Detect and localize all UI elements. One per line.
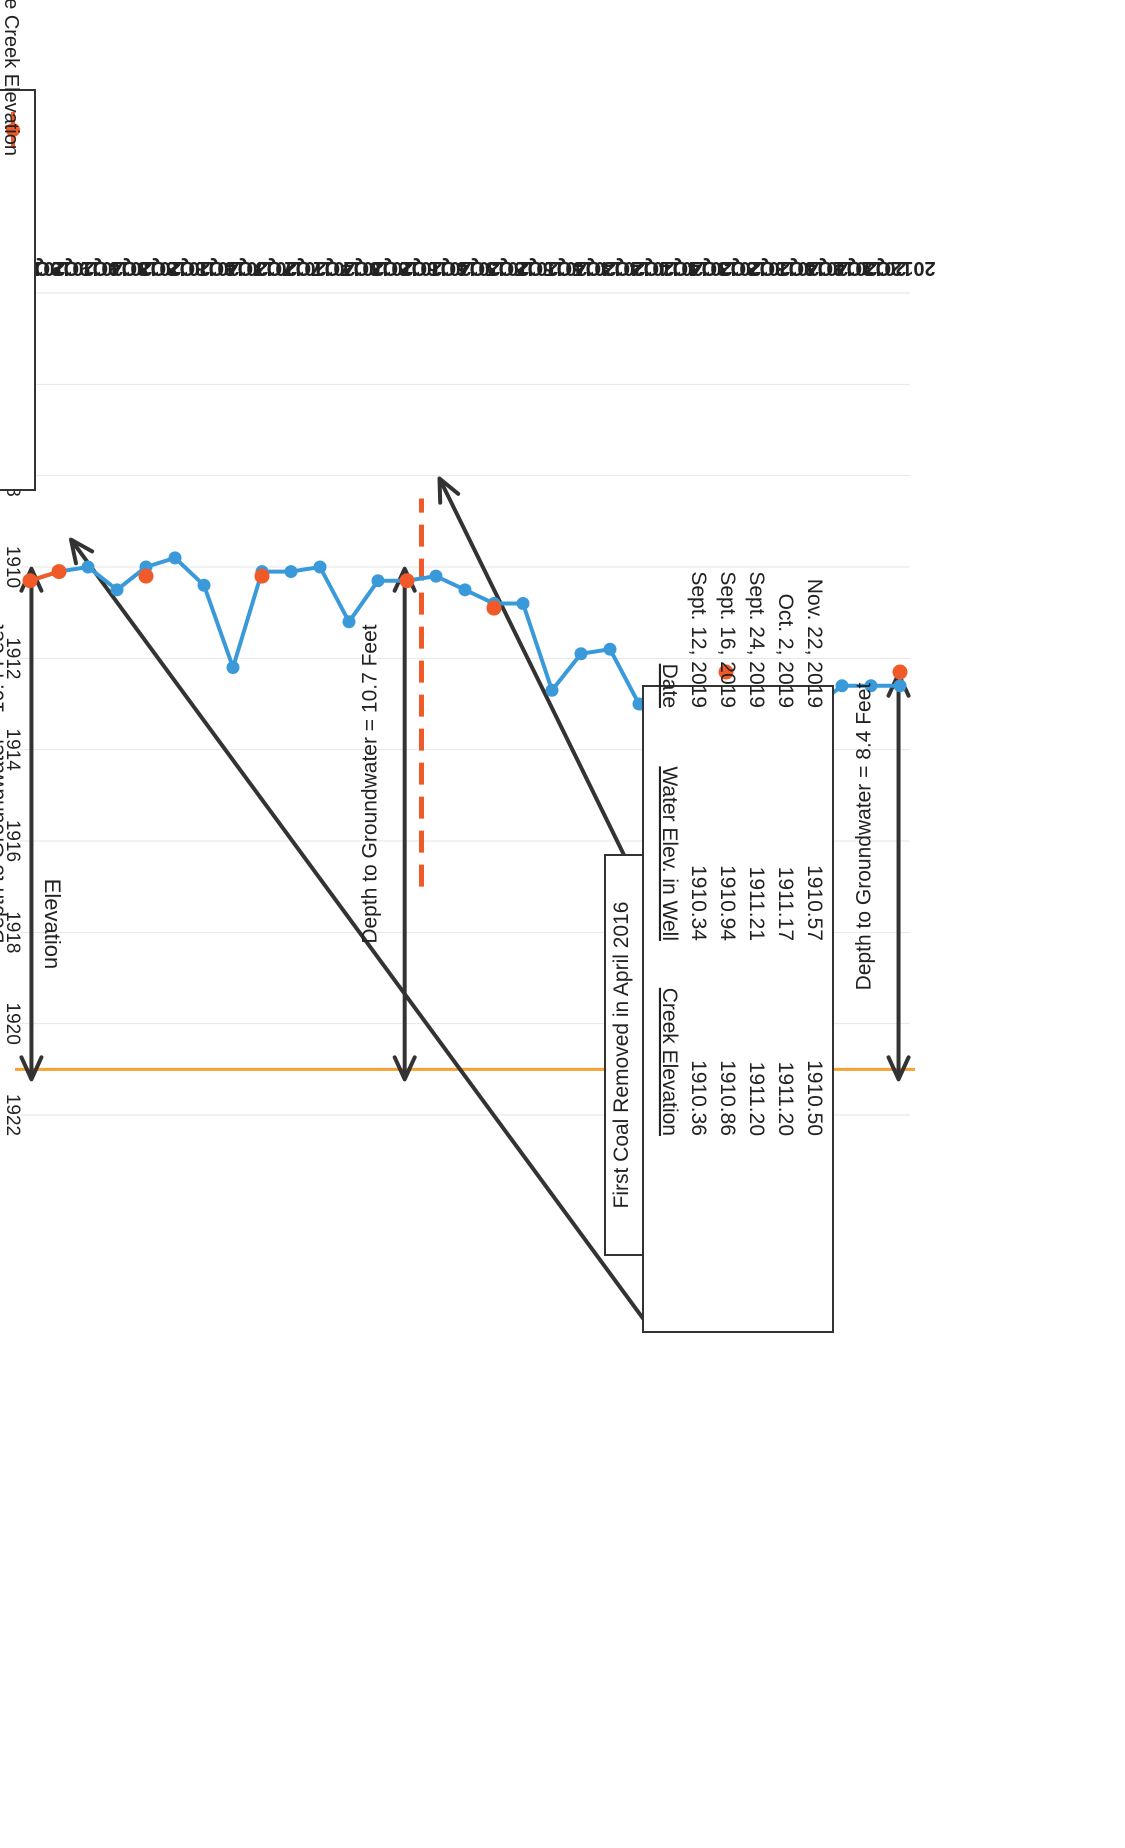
x-tick-label: 2016Q4: [342, 257, 414, 279]
table-cell: 1910.86: [716, 1060, 739, 1136]
well-elevation-point: [429, 569, 443, 583]
creek-elevation-point: [399, 573, 415, 589]
x-tick-label: 2019Q1: [81, 257, 152, 279]
creek-elevation-point: [51, 564, 67, 580]
x-tick-label: 2013Q4: [690, 257, 762, 279]
x-tick-label: 2014Q4: [574, 257, 646, 279]
creek-elevation-point: [486, 600, 502, 616]
x-tick-label: 2017Q2: [284, 257, 355, 279]
table-cell: 1911.20: [745, 1062, 768, 1136]
legend-swatch-marker: [6, 123, 20, 137]
table-cell: 1911.17: [774, 867, 797, 941]
table-cell: Sept. 16, 2019: [716, 571, 739, 708]
well-elevation-point: [342, 615, 356, 629]
x-tick-label: 2017Q1: [313, 257, 384, 279]
well-elevation-point: [893, 679, 907, 693]
y-tick-label: 1910: [2, 546, 23, 588]
table-cell: 1910.57: [803, 865, 826, 941]
x-tick-label: 2019Q3: [23, 257, 94, 279]
table-cell: Sept. 24, 2019: [745, 571, 768, 708]
well-elevation-point: [197, 578, 211, 592]
well-elevation-point: [545, 683, 559, 697]
x-tick-label: 2012Q4: [806, 257, 878, 279]
x-tick-label: 2016Q2: [400, 257, 471, 279]
table-cell: 1910.36: [687, 1060, 710, 1136]
table-callout-arrow-head: [69, 537, 95, 566]
y-tick-label: 1920: [2, 1003, 23, 1045]
coal-callout-arrow-head: [437, 476, 461, 505]
y-tick-label: 1914: [2, 729, 23, 772]
x-tick-label: 2015Q2: [516, 257, 587, 279]
y-tick-label: 1912: [2, 637, 23, 679]
table-cell: 1911.21: [745, 867, 768, 941]
y-tick-label: 1916: [2, 820, 23, 862]
well-elevation-point: [574, 647, 588, 661]
x-tick-label: 2017Q3: [255, 257, 326, 279]
table-cell: 1910.50: [803, 1060, 826, 1136]
x-tick-label: 2014Q3: [603, 257, 674, 279]
x-tick-label: 2015Q4: [458, 257, 530, 279]
depth-arrow-head: [392, 1055, 417, 1082]
x-tick-label: 2018Q4: [110, 257, 182, 279]
x-tick-label: 2016Q3: [371, 257, 442, 279]
y-axis-title: Elevation: [40, 879, 65, 970]
table-cell: 1910.94: [716, 865, 739, 941]
well-elevation-point: [864, 679, 878, 693]
legend-label: Coyote Creek Elevation: [0, 0, 22, 156]
table-cell: 1911.20: [774, 1062, 797, 1136]
creek-elevation-point: [892, 664, 908, 680]
x-tick-label: 2018Q2: [168, 257, 239, 279]
legend-box: [0, 89, 36, 491]
table-cell: Sept. 12, 2019: [687, 571, 710, 708]
depth-annotation: Depth to Groundwater = 10.4 Feet: [0, 624, 8, 943]
x-tick-label: 2018Q3: [139, 257, 210, 279]
depth-arrow-head: [886, 1055, 911, 1082]
depth-arrow-head: [19, 1055, 44, 1082]
well-elevation-point: [835, 679, 849, 693]
well-elevation-point: [168, 551, 182, 565]
table-callout-arrow: [69, 538, 655, 1334]
well-elevation-point: [284, 565, 298, 579]
table-header: Creek Elevation: [658, 988, 681, 1136]
well-elevation-point: [516, 597, 530, 611]
well-elevation-point: [371, 574, 385, 588]
well-elevation-point: [458, 583, 472, 597]
x-tick-label: 2013Q2: [748, 257, 819, 279]
data-table-box: [642, 685, 834, 1333]
well-elevation-point: [110, 583, 124, 597]
well-elevation-point: [226, 660, 240, 674]
well-elevation-point: [603, 642, 617, 656]
x-tick-label: 2016Q1: [429, 257, 500, 279]
creek-elevation-point: [138, 568, 154, 584]
x-tick-label: 2013Q3: [719, 257, 790, 279]
well-elevation-point: [313, 560, 327, 574]
coal-callout-arrow: [437, 477, 626, 856]
depth-annotation: Depth to Groundwater = 10.7 Feet: [359, 624, 382, 943]
depth-annotation: Depth to Groundwater = 8.4 Feet: [853, 683, 876, 991]
x-tick-label: 2018Q1: [197, 257, 268, 279]
x-tick-label: 2014Q1: [661, 257, 732, 279]
y-tick-label: 1922: [2, 1094, 23, 1136]
x-tick-label: 2015Q3: [487, 257, 558, 279]
x-tick-label: 2015Q1: [545, 257, 616, 279]
x-tick-label: 2012Q3: [864, 257, 935, 279]
x-tick-label: 2017Q4: [226, 257, 298, 279]
x-tick-label: 2014Q2: [632, 257, 703, 279]
table-cell: 1910.34: [687, 865, 710, 941]
x-tick-label: 2012Q4: [835, 257, 907, 279]
y-tick-label: 1918: [2, 911, 23, 953]
coal-callout-text: First Coal Removed in April 2016: [610, 902, 633, 1209]
creek-elevation-point: [254, 568, 270, 584]
creek-elevation-point: [22, 573, 38, 589]
table-header: Date: [658, 664, 681, 708]
table-cell: Oct. 2, 2019: [774, 594, 797, 708]
table-cell: Nov. 22, 2019: [803, 579, 826, 708]
creek-elevation-point: [718, 664, 734, 680]
x-tick-label: 2019Q2: [52, 257, 123, 279]
table-header: Water Elev. in Well: [658, 766, 681, 941]
well-elevation-point: [81, 560, 95, 574]
x-tick-label: 2013Q1: [777, 257, 848, 279]
